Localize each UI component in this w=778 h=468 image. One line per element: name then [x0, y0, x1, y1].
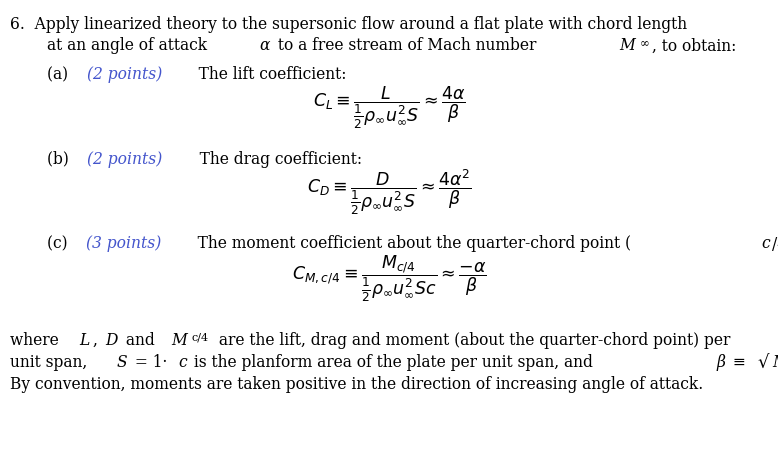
Text: (2 points): (2 points): [86, 66, 162, 83]
Text: M: M: [773, 354, 778, 371]
Text: L: L: [79, 332, 89, 349]
Text: M: M: [171, 332, 187, 349]
Text: and: and: [121, 332, 159, 349]
Text: α: α: [260, 37, 270, 54]
Text: ∞: ∞: [640, 37, 650, 51]
Text: at an angle of attack: at an angle of attack: [47, 37, 212, 54]
Text: By convention, moments are taken positive in the direction of increasing angle o: By convention, moments are taken positiv…: [10, 376, 703, 393]
Text: S: S: [116, 354, 127, 371]
Text: is the planform area of the plate per unit span, and: is the planform area of the plate per un…: [189, 354, 598, 371]
Text: The drag coefficient:: The drag coefficient:: [184, 151, 362, 168]
Text: c/4: c/4: [191, 332, 209, 342]
Text: c: c: [178, 354, 187, 371]
Text: D: D: [105, 332, 117, 349]
Text: $C_{M,c/4} \equiv \dfrac{M_{c/4}}{\frac{1}{2}\rho_\infty u_\infty^2 Sc} \approx : $C_{M,c/4} \equiv \dfrac{M_{c/4}}{\frac{…: [292, 253, 486, 304]
Text: The lift coefficient:: The lift coefficient:: [184, 66, 346, 83]
Text: ,: ,: [93, 332, 102, 349]
Text: √: √: [758, 354, 769, 372]
Text: The moment coefficient about the quarter-chord point (: The moment coefficient about the quarter…: [183, 235, 631, 252]
Text: (2 points): (2 points): [87, 151, 163, 168]
Text: $C_L \equiv \dfrac{L}{\frac{1}{2}\rho_\infty u_\infty^2 S} \approx \dfrac{4\alph: $C_L \equiv \dfrac{L}{\frac{1}{2}\rho_\i…: [313, 85, 465, 131]
Text: M: M: [619, 37, 635, 54]
Text: unit span,: unit span,: [10, 354, 93, 371]
Text: β: β: [717, 354, 726, 371]
Text: (3 points): (3 points): [86, 235, 161, 252]
Text: (a): (a): [47, 66, 78, 83]
Text: c: c: [761, 235, 769, 252]
Text: ≡: ≡: [728, 354, 751, 371]
Text: to a free stream of Mach number: to a free stream of Mach number: [273, 37, 541, 54]
Text: where: where: [10, 332, 64, 349]
Text: (b): (b): [47, 151, 79, 168]
Text: /4):: /4):: [772, 235, 778, 252]
Text: $C_D \equiv \dfrac{D}{\frac{1}{2}\rho_\infty u_\infty^2 S} \approx \dfrac{4\alph: $C_D \equiv \dfrac{D}{\frac{1}{2}\rho_\i…: [307, 168, 471, 218]
Text: = 1·: = 1·: [130, 354, 167, 371]
Text: (c): (c): [47, 235, 77, 252]
Text: are the lift, drag and moment (about the quarter-chord point) per: are the lift, drag and moment (about the…: [213, 332, 730, 349]
Text: , to obtain:: , to obtain:: [652, 37, 737, 54]
Text: 6.  Apply linearized theory to the supersonic flow around a flat plate with chor: 6. Apply linearized theory to the supers…: [10, 16, 692, 33]
